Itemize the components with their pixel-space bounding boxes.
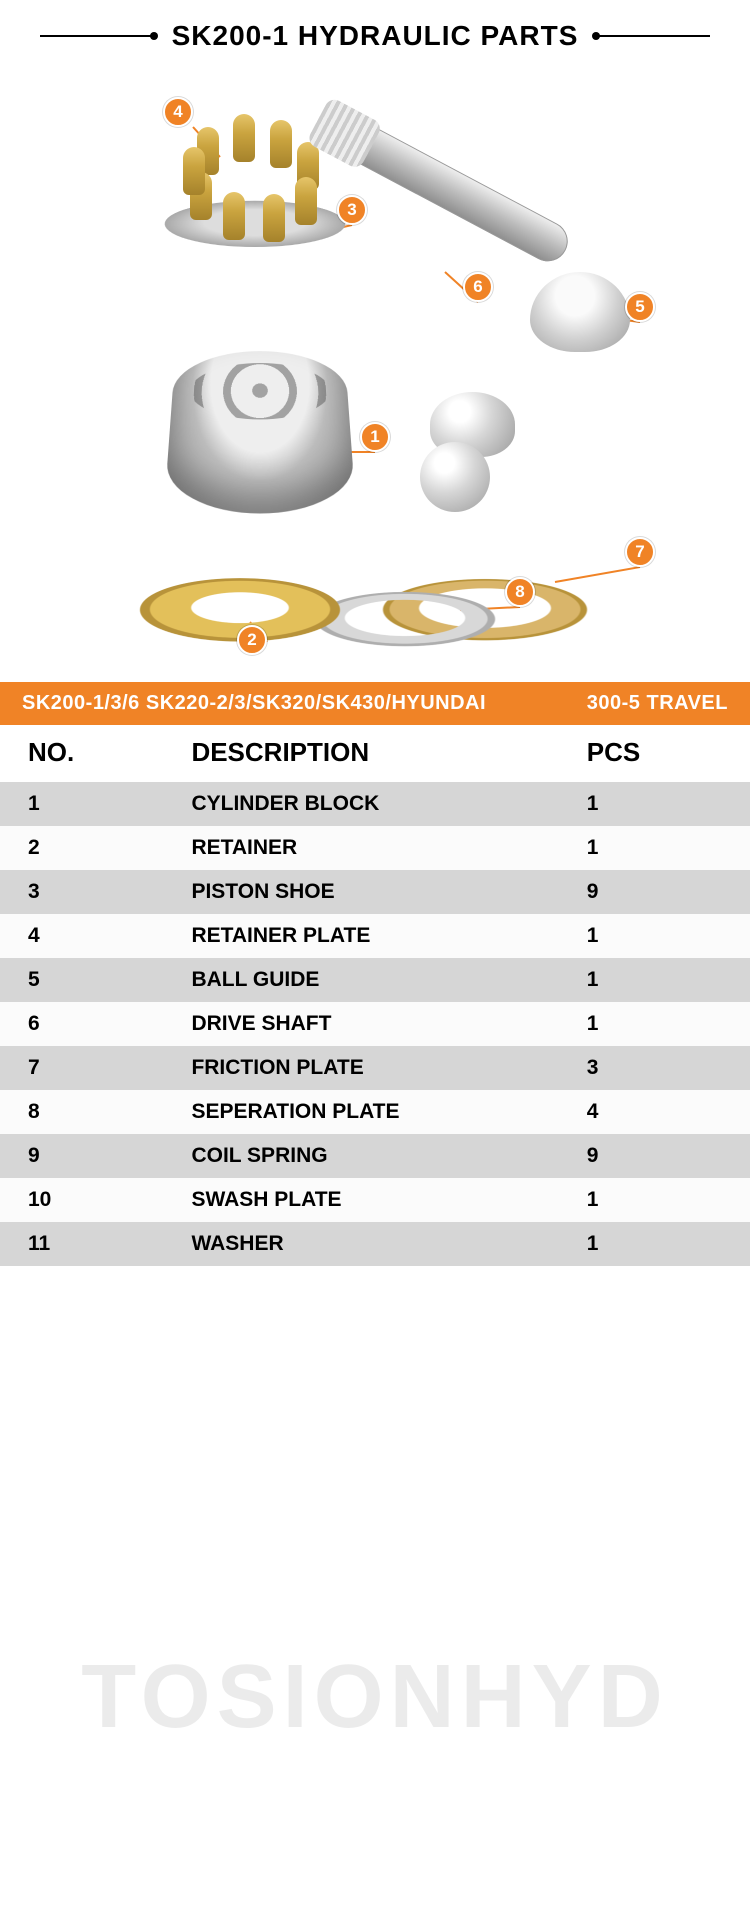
watermark: TOSIONHYD (0, 1462, 750, 1932)
cell-pcs: 1 (587, 968, 728, 992)
cell-pcs: 1 (587, 836, 728, 860)
cell-desc: RETAINER (191, 836, 586, 860)
col-header-no: NO. (22, 737, 191, 768)
piston-shoe-icon (263, 194, 285, 242)
cell-pcs: 1 (587, 1232, 728, 1256)
part-retainer-plate-shape (157, 201, 353, 247)
cell-desc: PISTON SHOE (191, 880, 586, 904)
table-row: 7FRICTION PLATE3 (0, 1046, 750, 1090)
cell-pcs: 1 (587, 1188, 728, 1212)
table-body: 1CYLINDER BLOCK12RETAINER13PISTON SHOE94… (0, 782, 750, 1266)
rule-right (596, 35, 710, 37)
cell-no: 6 (22, 1012, 191, 1036)
table-row: 10SWASH PLATE1 (0, 1178, 750, 1222)
piston-shoe-icon (233, 114, 255, 162)
cell-no: 10 (22, 1188, 191, 1212)
callout-3: 3 (337, 195, 367, 225)
col-header-desc: DESCRIPTION (191, 737, 586, 768)
callout-1: 1 (360, 422, 390, 452)
cell-no: 8 (22, 1100, 191, 1124)
exploded-diagram: 4 3 6 5 1 7 8 2 (0, 62, 750, 682)
callout-4: 4 (163, 97, 193, 127)
callout-8: 8 (505, 577, 535, 607)
piston-shoe-icon (270, 120, 292, 168)
cell-no: 1 (22, 792, 191, 816)
piston-shoe-icon (295, 177, 317, 225)
cell-no: 9 (22, 1144, 191, 1168)
table-header: NO. DESCRIPTION PCS (0, 725, 750, 782)
cell-pcs: 1 (587, 792, 728, 816)
cell-pcs: 3 (587, 1056, 728, 1080)
table-row: 1CYLINDER BLOCK1 (0, 782, 750, 826)
cell-pcs: 1 (587, 1012, 728, 1036)
cell-desc: DRIVE SHAFT (191, 1012, 586, 1036)
col-header-pcs: PCS (587, 737, 728, 768)
cell-pcs: 9 (587, 880, 728, 904)
table-row: 8SEPERATION PLATE4 (0, 1090, 750, 1134)
model-bar-left: SK200-1/3/6 SK220-2/3/SK320/SK430/HYUNDA… (22, 692, 486, 715)
piston-shoe-icon (183, 147, 205, 195)
cell-desc: WASHER (191, 1232, 586, 1256)
cell-pcs: 9 (587, 1144, 728, 1168)
cell-desc: CYLINDER BLOCK (191, 792, 586, 816)
cell-no: 7 (22, 1056, 191, 1080)
cell-desc: RETAINER PLATE (191, 924, 586, 948)
cell-no: 2 (22, 836, 191, 860)
callout-6: 6 (463, 272, 493, 302)
page-header: SK200-1 HYDRAULIC PARTS (0, 0, 750, 62)
table-row: 2RETAINER1 (0, 826, 750, 870)
cell-pcs: 4 (587, 1100, 728, 1124)
cell-no: 11 (22, 1232, 191, 1256)
callout-2: 2 (237, 625, 267, 655)
cell-desc: BALL GUIDE (191, 968, 586, 992)
cell-desc: SEPERATION PLATE (191, 1100, 586, 1124)
callout-7: 7 (625, 537, 655, 567)
watermark-text: TOSIONHYD (81, 1646, 668, 1749)
table-row: 5BALL GUIDE1 (0, 958, 750, 1002)
cell-desc: FRICTION PLATE (191, 1056, 586, 1080)
rule-left (40, 35, 154, 37)
piston-shoe-icon (223, 192, 245, 240)
table-row: 4RETAINER PLATE1 (0, 914, 750, 958)
table-row: 6DRIVE SHAFT1 (0, 1002, 750, 1046)
cell-no: 5 (22, 968, 191, 992)
table-row: 11WASHER1 (0, 1222, 750, 1266)
cell-pcs: 1 (587, 924, 728, 948)
part-cylinder-block (164, 351, 357, 513)
model-bar-right: 300-5 TRAVEL (587, 692, 728, 715)
part-ball (420, 442, 490, 512)
parts-table-wrap: TOSIONHYD SK200-1/3/6 SK220-2/3/SK320/SK… (0, 682, 750, 1266)
cell-desc: COIL SPRING (191, 1144, 586, 1168)
table-row: 9COIL SPRING9 (0, 1134, 750, 1178)
page-title: SK200-1 HYDRAULIC PARTS (172, 20, 579, 52)
callout-5: 5 (625, 292, 655, 322)
cell-no: 3 (22, 880, 191, 904)
table-row: 3PISTON SHOE9 (0, 870, 750, 914)
model-bar: SK200-1/3/6 SK220-2/3/SK320/SK430/HYUNDA… (0, 682, 750, 725)
cell-desc: SWASH PLATE (191, 1188, 586, 1212)
cell-no: 4 (22, 924, 191, 948)
